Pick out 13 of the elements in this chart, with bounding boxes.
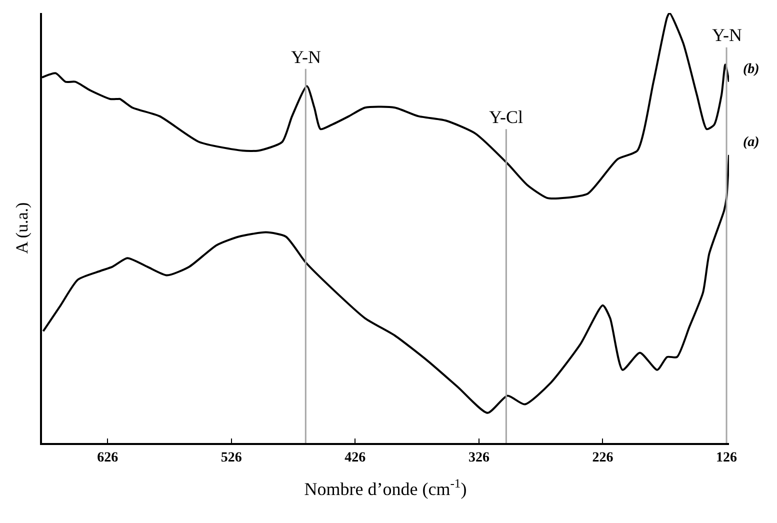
ref-line-label: Y-N bbox=[291, 47, 321, 67]
series-label: (a) bbox=[743, 135, 760, 150]
x-tick-label: 626 bbox=[97, 450, 118, 466]
y-axis-title: A (u.a.) bbox=[12, 202, 32, 254]
ref-line-label: Y-N bbox=[712, 25, 742, 45]
ref-line-label: Y-Cl bbox=[489, 107, 524, 127]
x-tick-label: 426 bbox=[344, 450, 366, 466]
x-tick-label: 326 bbox=[468, 450, 490, 466]
x-tick-label: 126 bbox=[716, 450, 738, 466]
x-tick-label: 226 bbox=[592, 450, 614, 466]
x-tick-label: 526 bbox=[220, 450, 242, 466]
series-label: (b) bbox=[743, 62, 760, 77]
x-axis-title: Nombre d’onde (cm$^{-1}$) bbox=[304, 476, 467, 500]
